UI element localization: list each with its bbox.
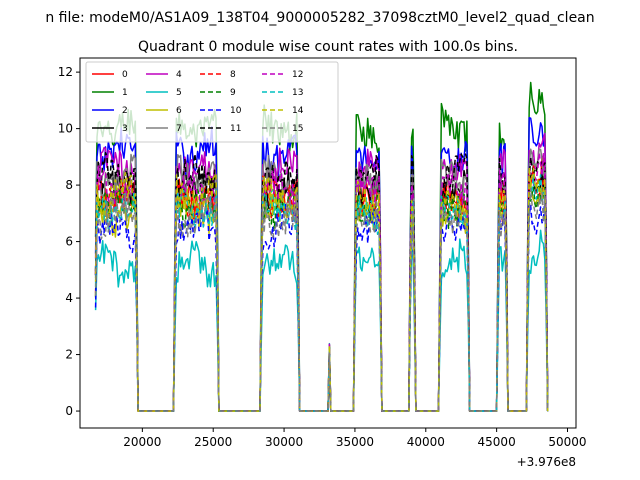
legend-label-2: 2 <box>122 106 128 116</box>
x-tick-label: 45000 <box>478 435 516 449</box>
chart-title: Quadrant 0 module wise count rates with … <box>138 39 518 55</box>
legend-label-4: 4 <box>176 70 182 80</box>
x-tick-label: 40000 <box>407 435 445 449</box>
legend-label-10: 10 <box>230 106 242 116</box>
series-line-15 <box>94 187 549 412</box>
legend-label-12: 12 <box>292 70 303 80</box>
y-axis: 0 2 4 6 8 10 12 <box>58 65 80 418</box>
y-tick-label: 0 <box>65 404 73 418</box>
legend-label-14: 14 <box>292 106 304 116</box>
legend-label-1: 1 <box>122 88 128 98</box>
x-tick-label: 20000 <box>123 435 161 449</box>
legend-label-0: 0 <box>122 70 128 80</box>
x-axis: 20000 25000 30000 35000 40000 45000 50000 <box>123 428 587 449</box>
axes-frame <box>79 57 577 429</box>
legend-label-3: 3 <box>122 124 128 134</box>
y-tick-label: 8 <box>65 178 73 192</box>
x-tick-label: 50000 <box>548 435 586 449</box>
legend-label-15: 15 <box>292 124 303 134</box>
x-offset-label: +3.976e8 <box>517 455 576 469</box>
y-tick-label: 10 <box>58 122 73 136</box>
y-tick-label: 4 <box>65 291 73 305</box>
y-tick-label: 6 <box>65 235 73 249</box>
legend-box <box>85 61 339 143</box>
x-tick-label: 25000 <box>194 435 232 449</box>
legend-label-13: 13 <box>292 88 303 98</box>
legend-label-7: 7 <box>176 124 182 134</box>
legend-label-8: 8 <box>230 70 236 80</box>
x-tick-label: 30000 <box>265 435 303 449</box>
legend-label-9: 9 <box>230 88 236 98</box>
legend-label-11: 11 <box>230 124 241 134</box>
legend-label-5: 5 <box>176 88 182 98</box>
series-layer <box>94 81 549 412</box>
y-tick-label: 12 <box>58 65 73 79</box>
legend-label-6: 6 <box>176 106 182 116</box>
x-tick-label: 35000 <box>336 435 374 449</box>
y-tick-label: 2 <box>65 348 73 362</box>
figure-suptitle: n file: modeM0/AS1A09_138T04_9000005282_… <box>45 10 594 26</box>
